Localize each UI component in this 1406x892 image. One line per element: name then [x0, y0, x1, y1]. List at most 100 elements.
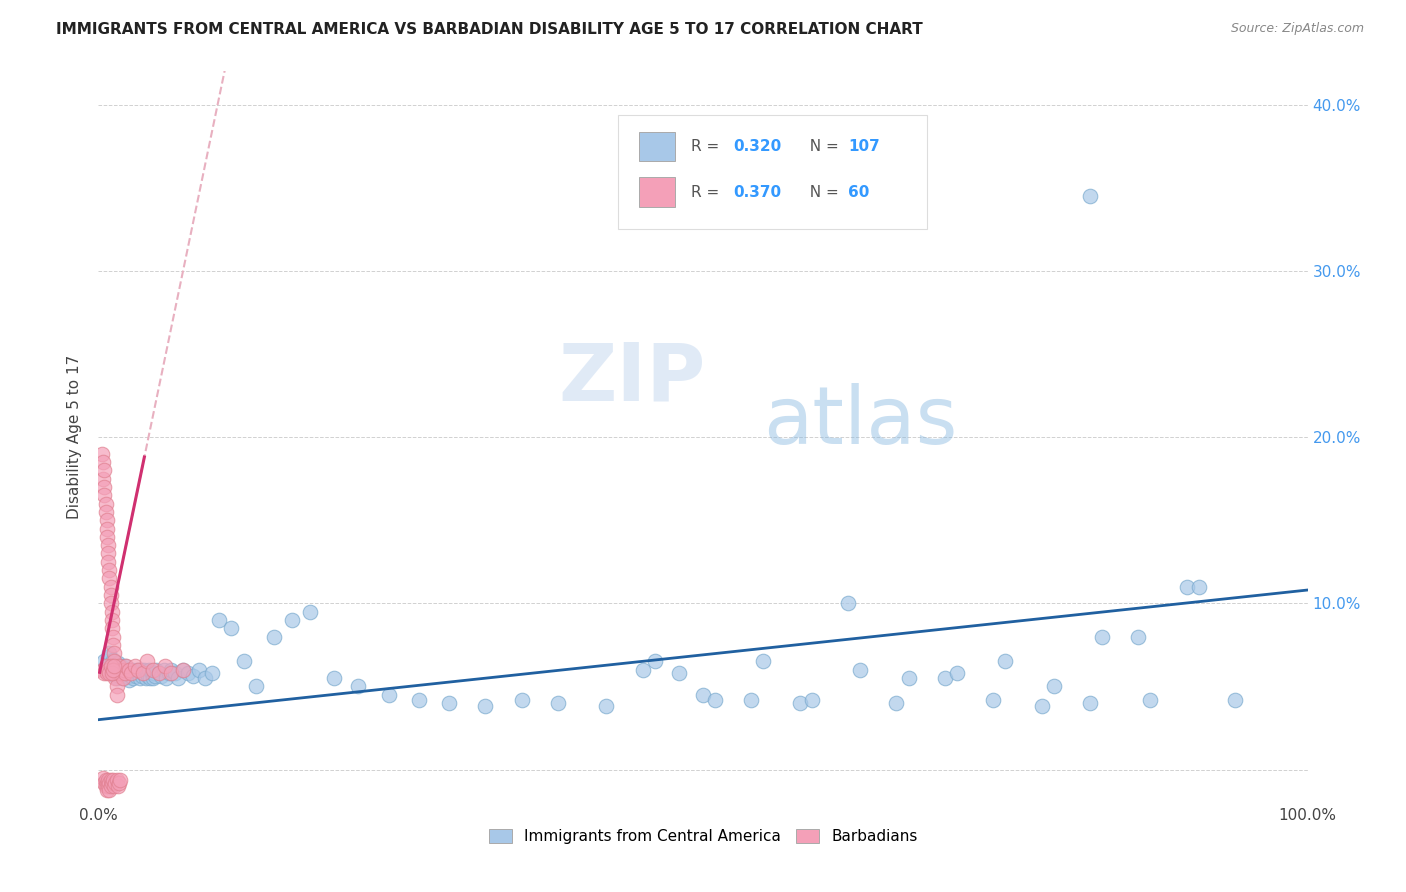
Point	[163, 666, 186, 681]
Point	[96, 776, 118, 790]
Point	[96, 513, 118, 527]
Point	[103, 646, 125, 660]
Point	[121, 663, 143, 677]
Point	[668, 666, 690, 681]
Point	[849, 663, 872, 677]
Point	[98, 646, 121, 660]
Point	[104, 663, 127, 677]
Point	[155, 671, 177, 685]
Point	[148, 666, 170, 681]
Point	[97, 555, 120, 569]
Point	[1139, 692, 1161, 706]
Point	[125, 669, 148, 683]
Point	[101, 630, 124, 644]
Point	[103, 659, 125, 673]
Point	[108, 776, 131, 790]
Point	[98, 563, 121, 577]
Text: N =: N =	[800, 139, 844, 154]
Point	[143, 669, 166, 683]
Point	[127, 666, 149, 681]
Point	[104, 671, 127, 685]
Point	[150, 669, 173, 683]
Point	[142, 663, 165, 677]
Point	[136, 669, 159, 683]
Point	[96, 530, 118, 544]
Point	[111, 671, 134, 685]
Point	[93, 655, 115, 669]
Point	[101, 663, 124, 677]
Point	[100, 666, 122, 681]
Point	[91, 447, 114, 461]
Point	[91, 771, 114, 785]
Point	[100, 663, 122, 677]
Point	[631, 663, 654, 677]
Point	[752, 655, 775, 669]
Point	[148, 666, 170, 681]
Point	[157, 666, 180, 681]
Point	[105, 680, 128, 694]
Point	[107, 779, 129, 793]
Point	[177, 666, 200, 681]
Point	[100, 605, 122, 619]
Point	[994, 655, 1017, 669]
Point	[111, 666, 134, 681]
Point	[93, 488, 115, 502]
Point	[120, 669, 142, 683]
Point	[97, 546, 120, 560]
Point	[100, 621, 122, 635]
Point	[101, 653, 124, 667]
Point	[160, 666, 183, 681]
Point	[510, 692, 533, 706]
Point	[97, 649, 120, 664]
Text: 0.370: 0.370	[734, 185, 782, 200]
Point	[595, 699, 617, 714]
Point	[91, 455, 114, 469]
Point	[93, 463, 115, 477]
Point	[94, 505, 117, 519]
Point	[152, 663, 174, 677]
Point	[110, 666, 132, 681]
Point	[299, 605, 322, 619]
Point	[98, 782, 121, 797]
Point	[281, 613, 304, 627]
Point	[91, 663, 114, 677]
Point	[127, 663, 149, 677]
Point	[172, 663, 194, 677]
Point	[1175, 580, 1198, 594]
Point	[1091, 630, 1114, 644]
Point	[110, 659, 132, 673]
Point	[96, 659, 118, 673]
Point	[96, 521, 118, 535]
Point	[181, 669, 204, 683]
Point	[129, 663, 152, 677]
Point	[474, 699, 496, 714]
Point	[115, 666, 138, 681]
Point	[946, 666, 969, 681]
Point	[547, 696, 569, 710]
Point	[103, 655, 125, 669]
Point	[132, 666, 155, 681]
Point	[100, 772, 122, 787]
Point	[104, 659, 127, 673]
Point	[108, 772, 131, 787]
Point	[139, 671, 162, 685]
Point	[437, 696, 460, 710]
Point	[1042, 680, 1064, 694]
Point	[1078, 189, 1101, 203]
Y-axis label: Disability Age 5 to 17: Disability Age 5 to 17	[67, 355, 83, 519]
Point	[135, 666, 157, 681]
Point	[201, 666, 224, 681]
Point	[94, 497, 117, 511]
Point	[118, 663, 141, 677]
Text: Source: ZipAtlas.com: Source: ZipAtlas.com	[1230, 22, 1364, 36]
Point	[105, 671, 128, 685]
Point	[94, 659, 117, 673]
Point	[107, 663, 129, 677]
Point	[132, 666, 155, 681]
Point	[100, 613, 122, 627]
Point	[103, 779, 125, 793]
Point	[118, 663, 141, 677]
Point	[100, 666, 122, 681]
Point	[134, 663, 156, 677]
Point	[194, 671, 217, 685]
